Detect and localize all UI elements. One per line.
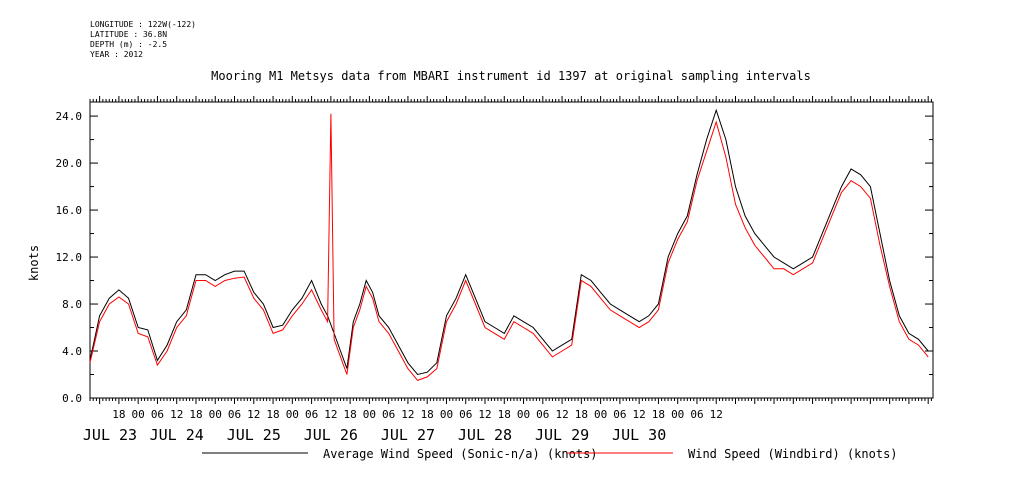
x-day-label: JUL 24 xyxy=(150,426,204,444)
y-tick-label: 4.0 xyxy=(62,345,82,358)
x-hour-label: 12 xyxy=(401,408,414,421)
x-hour-label: 12 xyxy=(633,408,646,421)
x-hour-label: 06 xyxy=(151,408,164,421)
y-tick-label: 0.0 xyxy=(62,392,82,405)
x-hour-label: 18 xyxy=(112,408,125,421)
y-tick-label: 20.0 xyxy=(56,157,83,170)
x-hour-label: 00 xyxy=(594,408,607,421)
x-hour-label: 12 xyxy=(710,408,723,421)
x-hour-label: 18 xyxy=(421,408,434,421)
x-day-label: JUL 26 xyxy=(304,426,358,444)
chart-title: Mooring M1 Metsys data from MBARI instru… xyxy=(211,69,811,83)
plot-frame xyxy=(89,101,934,399)
x-day-label: JUL 23 xyxy=(83,426,137,444)
x-hour-label: 18 xyxy=(266,408,279,421)
x-hour-label: 00 xyxy=(132,408,145,421)
latitude-text: LATITUDE : 36.8N xyxy=(90,30,168,39)
y-tick-label: 12.0 xyxy=(56,251,83,264)
x-hour-label: 06 xyxy=(459,408,472,421)
x-hour-label: 00 xyxy=(363,408,376,421)
legend: Average Wind Speed (Sonic-n/a) (knots) W… xyxy=(202,447,898,461)
x-hour-label: 06 xyxy=(305,408,318,421)
x-hour-label: 00 xyxy=(440,408,453,421)
x-hour-label: 12 xyxy=(478,408,491,421)
x-day-label: JUL 28 xyxy=(458,426,512,444)
x-hour-label: 06 xyxy=(382,408,395,421)
x-hour-label: 06 xyxy=(228,408,241,421)
y-axis-label: knots xyxy=(27,245,41,281)
x-hour-label: 00 xyxy=(517,408,530,421)
y-tick-label: 8.0 xyxy=(62,298,82,311)
x-hour-label: 00 xyxy=(671,408,684,421)
metadata-block: LONGITUDE : 122W(-122) LATITUDE : 36.8N … xyxy=(90,20,196,60)
year-text: YEAR : 2012 xyxy=(90,50,143,59)
longitude-text: LONGITUDE : 122W(-122) xyxy=(90,20,196,29)
x-day-label: JUL 29 xyxy=(535,426,589,444)
x-hour-label: 06 xyxy=(690,408,703,421)
x-hour-label: 12 xyxy=(247,408,260,421)
x-hour-label: 18 xyxy=(575,408,588,421)
x-hour-label: 12 xyxy=(324,408,337,421)
x-hour-label: 00 xyxy=(209,408,222,421)
series-line-windbird xyxy=(89,113,929,381)
x-hour-label: 18 xyxy=(498,408,511,421)
x-day-label: JUL 30 xyxy=(612,426,666,444)
x-hour-label: 00 xyxy=(286,408,299,421)
legend-label-red: Wind Speed (Windbird) (knots) xyxy=(688,447,898,461)
x-day-label: JUL 27 xyxy=(381,426,435,444)
legend-label-black: Average Wind Speed (Sonic-n/a) (knots) xyxy=(323,447,598,461)
depth-text: DEPTH (m) : -2.5 xyxy=(90,40,168,49)
x-hour-label: 18 xyxy=(652,408,665,421)
y-tick-label: 16.0 xyxy=(56,204,83,217)
x-hour-label: 18 xyxy=(344,408,357,421)
x-hour-label: 12 xyxy=(555,408,568,421)
series-line-average-wind-speed xyxy=(89,108,929,376)
x-day-label: JUL 25 xyxy=(227,426,281,444)
x-hour-label: 12 xyxy=(170,408,183,421)
x-hour-label: 06 xyxy=(613,408,626,421)
y-tick-label: 24.0 xyxy=(56,110,83,123)
x-hour-label: 18 xyxy=(189,408,202,421)
x-hour-label: 06 xyxy=(536,408,549,421)
